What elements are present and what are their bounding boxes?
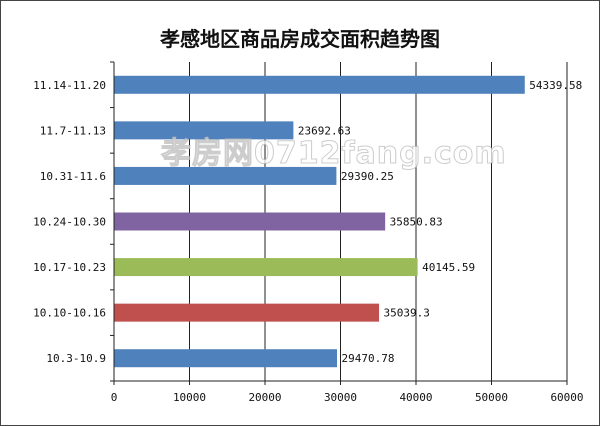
data-label: 35039.3: [384, 307, 430, 320]
x-tick-label: 40000: [399, 391, 432, 404]
x-tick-label: 30000: [324, 391, 357, 404]
data-label: 54339.58: [529, 79, 582, 92]
bar: [114, 303, 380, 322]
y-tick-label: 10.17-10.23: [33, 261, 106, 274]
bar: [114, 212, 386, 231]
bar: [114, 75, 525, 94]
y-tick-label: 11.7-11.13: [40, 124, 106, 137]
data-label: 35850.83: [390, 216, 443, 229]
x-tick-label: 0: [111, 391, 118, 404]
y-tick-label: 10.24-10.30: [33, 216, 106, 229]
y-tick-label: 11.14-11.20: [33, 79, 106, 92]
watermark: 孝房网0712fang.com: [161, 136, 507, 171]
data-label: 40145.59: [422, 261, 475, 274]
x-tick-label: 60000: [550, 391, 583, 404]
bar: [114, 258, 418, 277]
y-tick-label: 10.3-10.9: [46, 352, 106, 365]
bar: [114, 121, 294, 140]
bar: [114, 166, 337, 185]
y-tick-label: 10.10-10.16: [33, 307, 106, 320]
x-tick-label: 50000: [475, 391, 508, 404]
data-label: 23692.63: [298, 124, 351, 137]
data-label: 29390.25: [341, 170, 394, 183]
bar: [114, 349, 338, 368]
chart-title: 孝感地区商品房成交面积趋势图: [160, 27, 440, 51]
data-label: 29470.78: [342, 352, 395, 365]
x-tick-label: 10000: [173, 391, 206, 404]
y-tick-label: 10.31-11.6: [40, 170, 106, 183]
x-tick-label: 20000: [248, 391, 281, 404]
